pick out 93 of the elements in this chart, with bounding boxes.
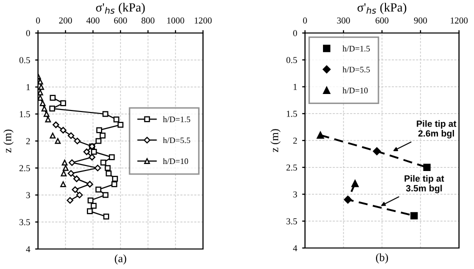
x-tick-label: 800 (142, 17, 154, 24)
y-tick-label: 3 (293, 191, 298, 198)
point (372, 147, 381, 156)
point (316, 131, 324, 139)
point (112, 176, 118, 182)
point (52, 121, 60, 128)
legend-label: h/D=10 (342, 87, 368, 94)
annotation: Pile tip at 3.5m bgl (404, 175, 444, 194)
point (86, 180, 94, 188)
point (113, 116, 120, 122)
point (351, 180, 359, 188)
x-tick-label: 300 (337, 17, 350, 24)
point (96, 138, 102, 144)
y-tick-label: 1 (26, 84, 30, 90)
point (102, 111, 108, 117)
point (102, 192, 108, 198)
point (60, 100, 66, 106)
y-tick-label: 0.5 (286, 57, 298, 64)
point (76, 192, 83, 198)
point (91, 148, 97, 155)
point (95, 186, 102, 193)
point (106, 170, 112, 176)
annotation: Pile tip at 2.6m bgl (416, 120, 456, 138)
y-tick-label: 1 (294, 84, 297, 90)
point (104, 165, 111, 171)
x-tick-label: 1200 (450, 17, 468, 24)
y-tick-label: 2 (293, 138, 297, 144)
x-tick-label: 600 (376, 17, 388, 24)
y-tick-label: 0 (26, 30, 30, 36)
y-tick-label: 2.5 (19, 165, 30, 172)
y-axis-title: z (m) (3, 130, 14, 153)
point (41, 106, 48, 112)
y-tick-label: 3.5 (20, 219, 30, 226)
text: (b) (376, 253, 388, 264)
point (410, 212, 418, 220)
point (60, 170, 67, 176)
y-tick-label: 3.5 (286, 218, 298, 224)
y-axis-title: z (m) (270, 129, 281, 152)
y-tick-label: 4 (293, 245, 298, 252)
y-tick-label: 2 (26, 138, 30, 144)
point (86, 208, 93, 214)
point (88, 197, 94, 204)
point (94, 164, 101, 172)
x-tick-label: 1200 (194, 17, 212, 24)
point (83, 148, 90, 156)
x-axis-title: σ'$_{hs}$ (kPa) (96, 2, 145, 14)
x-tick-label: 0 (36, 17, 40, 24)
point (68, 170, 74, 177)
point (118, 122, 124, 128)
y-tick-label: 0 (293, 30, 298, 36)
point (40, 100, 46, 106)
point (45, 116, 51, 122)
y-tick-label: 1.5 (20, 111, 30, 118)
point (423, 164, 431, 172)
point (88, 154, 96, 161)
x-tick-label: 900 (414, 17, 427, 24)
x-tick-label: 200 (59, 17, 72, 24)
x-tick-label: 0 (303, 17, 307, 24)
point (50, 132, 56, 139)
point (68, 132, 74, 139)
point (73, 175, 80, 182)
y-tick-label: 2.5 (286, 164, 298, 171)
point (72, 186, 78, 193)
y-tick-label: 1.5 (286, 110, 298, 117)
x-tick-label: 400 (86, 17, 100, 24)
point (49, 106, 56, 112)
point (100, 132, 106, 139)
point (344, 196, 352, 204)
x-tick-label: 1000 (167, 17, 184, 24)
legend-label: h/D=5.5 (342, 66, 370, 72)
y-tick-label: 3 (26, 192, 30, 198)
point (68, 159, 76, 166)
point (74, 138, 81, 144)
x-axis-title: σ'$_{hs}$ (kPa) (358, 2, 406, 14)
legend-label: h/D=1.5 (162, 116, 190, 122)
legend-label: h/D=10 (162, 158, 188, 164)
point (60, 181, 66, 188)
legend-label: h/D=5.5 (162, 137, 190, 144)
point (60, 126, 66, 134)
point (50, 94, 56, 101)
point (90, 202, 97, 209)
point (66, 197, 74, 204)
y-tick-label: 4 (26, 246, 30, 252)
x-tick-label: 600 (114, 17, 127, 24)
point (44, 111, 50, 117)
point (100, 160, 106, 166)
legend-label: h/D=1.5 (342, 46, 370, 52)
y-tick-label: 0.5 (19, 57, 30, 64)
point (62, 160, 68, 166)
point (111, 181, 118, 188)
text: (a) (114, 254, 126, 264)
point (103, 214, 110, 220)
point (108, 154, 115, 160)
